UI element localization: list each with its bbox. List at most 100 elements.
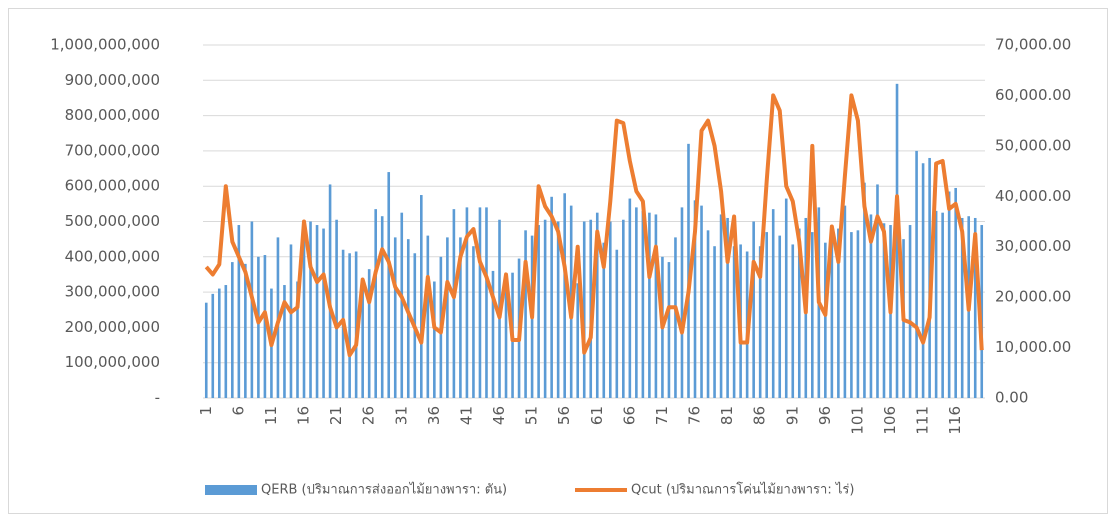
- bar: [628, 198, 632, 398]
- legend-label: Qcut (ปริมาณการโค่นไม้ยางพารา: ไร่): [631, 482, 854, 498]
- legend-swatch: [205, 485, 257, 495]
- bar: [550, 196, 553, 398]
- bar: [361, 281, 364, 398]
- bar: [791, 244, 795, 398]
- bar: [374, 209, 377, 398]
- y-tick-label: 700,000,000: [65, 141, 160, 159]
- bar: [289, 244, 293, 398]
- bar: [615, 249, 619, 398]
- bar: [459, 237, 462, 398]
- x-tick-label: 61: [588, 406, 606, 425]
- x-tick-label: 56: [555, 406, 573, 425]
- x-tick-label: 41: [457, 406, 475, 425]
- bar: [309, 221, 312, 398]
- bar: [406, 239, 410, 398]
- bar: [393, 237, 397, 398]
- bar: [204, 302, 208, 398]
- bar: [420, 195, 423, 398]
- bar: [771, 209, 775, 398]
- bar: [635, 207, 638, 398]
- x-tick-label: 111: [914, 406, 932, 435]
- bar: [556, 221, 560, 398]
- x-tick-label: 26: [360, 406, 378, 425]
- bar: [244, 263, 247, 398]
- bar: [713, 246, 716, 398]
- bar: [941, 212, 944, 398]
- x-tick-label: 1: [197, 406, 215, 416]
- y2-tick-label: 30,000.00: [995, 237, 1071, 255]
- bar: [231, 262, 234, 398]
- x-tick-label: 96: [816, 406, 834, 425]
- bar: [837, 228, 840, 398]
- bar: [811, 232, 814, 398]
- bar: [622, 219, 625, 398]
- x-tick-label: 66: [620, 406, 638, 425]
- x-tick-label: 86: [751, 406, 769, 425]
- y-tick-label: 300,000,000: [65, 283, 160, 301]
- bar: [752, 221, 755, 398]
- bar: [446, 237, 449, 398]
- bar: [706, 230, 710, 398]
- bar: [250, 221, 254, 398]
- bar: [563, 193, 566, 398]
- bar: [687, 143, 690, 398]
- bar: [726, 217, 729, 398]
- bar: [908, 225, 912, 398]
- bar: [876, 184, 879, 398]
- x-tick-label: 101: [848, 406, 866, 435]
- y2-tick-label: 50,000.00: [995, 136, 1071, 154]
- x-tick-label: 16: [295, 406, 313, 425]
- bar: [674, 237, 677, 398]
- bar: [693, 200, 697, 398]
- bar: [257, 256, 260, 398]
- bar: [863, 182, 866, 398]
- x-tick-label: 51: [523, 406, 541, 425]
- bar: [348, 253, 351, 398]
- bar: [778, 235, 782, 398]
- y2-tick-label: 60,000.00: [995, 86, 1071, 104]
- bar: [654, 214, 658, 398]
- bar: [954, 187, 957, 398]
- bar: [400, 212, 404, 398]
- bar: [524, 230, 527, 398]
- bar: [758, 246, 762, 398]
- y-tick-label: 600,000,000: [65, 177, 160, 195]
- bar: [895, 83, 899, 398]
- bar: [608, 221, 612, 398]
- y2-tick-label: 10,000.00: [995, 338, 1071, 356]
- bar: [283, 285, 286, 398]
- legend: QERB (ปริมาณการส่งออกไม้ยางพารา: ตัน) Qcu…: [205, 482, 854, 498]
- bar: [732, 246, 736, 398]
- bar: [921, 163, 925, 398]
- bar: [784, 198, 788, 398]
- bar: [433, 281, 436, 398]
- bar: [478, 207, 482, 398]
- bar: [830, 237, 834, 398]
- bar: [315, 225, 319, 398]
- bar: [667, 262, 671, 398]
- bar: [947, 191, 951, 398]
- x-tick-label: 71: [653, 406, 671, 425]
- bar: [328, 184, 332, 398]
- bar: [765, 232, 768, 398]
- y-tick-label: 1,000,000,000: [50, 36, 160, 54]
- bar: [882, 223, 886, 398]
- bar: [980, 225, 984, 398]
- bar: [576, 283, 580, 398]
- bar: [263, 255, 267, 398]
- bar: [595, 212, 599, 398]
- y-tick-label: 900,000,000: [65, 71, 160, 89]
- bar: [224, 285, 228, 398]
- bar: [237, 225, 241, 398]
- bar: [648, 212, 651, 398]
- bar: [719, 214, 723, 398]
- bar: [217, 288, 221, 398]
- y-tick-label: 400,000,000: [65, 247, 160, 265]
- bar: [797, 228, 801, 398]
- bar: [680, 207, 684, 398]
- x-tick-label: 46: [490, 406, 508, 425]
- bar: [824, 242, 827, 398]
- bar: [426, 235, 430, 398]
- y-tick-label: 200,000,000: [65, 318, 160, 336]
